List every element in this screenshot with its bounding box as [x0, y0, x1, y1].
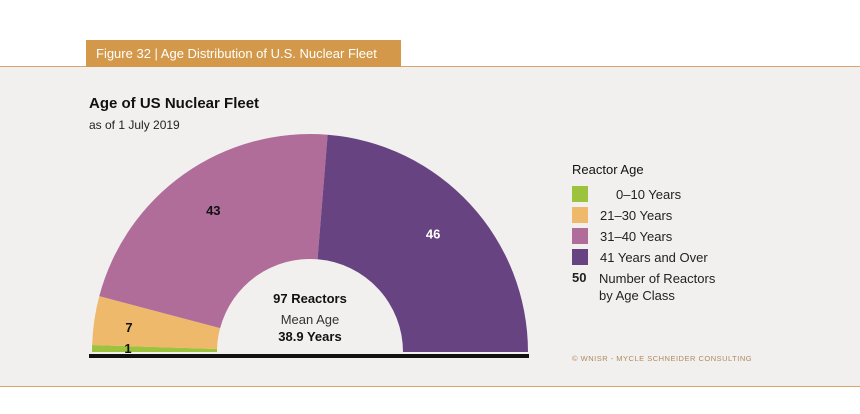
bottom-rule	[0, 386, 860, 387]
slice-label-3: 43	[206, 203, 220, 218]
copyright-notice: © WNISR - MYCLE SCHNEIDER CONSULTING	[572, 354, 753, 363]
slice-label-2: 7	[125, 320, 132, 335]
center-reactor-count: 97 Reactors	[273, 291, 347, 306]
center-mean-age-value: 38.9 Years	[278, 329, 341, 344]
legend-title: Reactor Age	[572, 162, 644, 177]
chart-title: Age of US Nuclear Fleet	[89, 95, 260, 112]
chart-slices	[92, 133, 528, 352]
legend-number-key: 50 Number of Reactors by Age Class	[572, 270, 715, 304]
chart-subtitle: as of 1 July 2019	[89, 118, 180, 132]
slice-label-4: 46	[426, 226, 440, 241]
legend-item-21-30: 21–30 Years	[572, 206, 672, 224]
legend-key-description: Number of Reactors by Age Class	[599, 270, 715, 304]
slice-label-1: 1	[124, 341, 131, 356]
legend-label: 0–10 Years	[616, 186, 682, 202]
legend-label: 31–40 Years	[600, 228, 673, 244]
legend-item-41-plus: 41 Years and Over	[572, 248, 708, 266]
slice-4	[317, 134, 528, 352]
legend-item-0-10: 0–10 Years	[572, 185, 681, 203]
center-mean-age-label: Mean Age	[281, 312, 340, 327]
legend-label: 21–30 Years	[600, 207, 673, 223]
legend-swatch	[572, 207, 588, 223]
legend-swatch	[572, 186, 588, 202]
legend-item-31-40: 31–40 Years	[572, 227, 672, 245]
top-rule	[0, 66, 860, 67]
slice-1	[92, 344, 218, 352]
legend-label: 41 Years and Over	[600, 249, 708, 265]
legend-key-number: 50	[572, 270, 587, 285]
slice-2	[92, 296, 221, 349]
legend-key-line1: Number of Reactors	[599, 271, 716, 286]
slice-3	[99, 133, 328, 329]
legend-swatch	[572, 249, 588, 265]
legend-swatch	[572, 228, 588, 244]
chart-slice-labels: 1 7 43 46	[124, 203, 440, 356]
legend-key-line2: by Age Class	[599, 288, 675, 303]
figure-label: Figure 32 | Age Distribution of U.S. Nuc…	[86, 40, 401, 67]
